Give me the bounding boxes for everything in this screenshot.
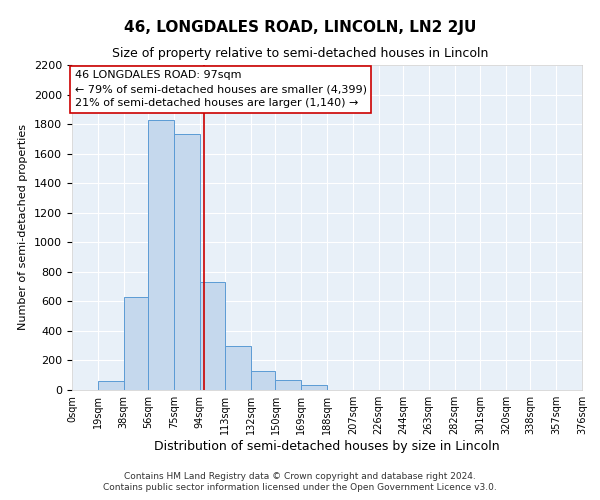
- X-axis label: Distribution of semi-detached houses by size in Lincoln: Distribution of semi-detached houses by …: [154, 440, 500, 453]
- Bar: [225, 346, 251, 390]
- Bar: [251, 371, 275, 390]
- Text: 46 LONGDALES ROAD: 97sqm
← 79% of semi-detached houses are smaller (4,399)
21% o: 46 LONGDALES ROAD: 97sqm ← 79% of semi-d…: [75, 70, 367, 108]
- Bar: [199, 282, 225, 390]
- Bar: [98, 381, 124, 390]
- Bar: [148, 120, 174, 390]
- Text: Contains HM Land Registry data © Crown copyright and database right 2024.: Contains HM Land Registry data © Crown c…: [124, 472, 476, 481]
- Text: Contains public sector information licensed under the Open Government Licence v3: Contains public sector information licen…: [103, 484, 497, 492]
- Y-axis label: Number of semi-detached properties: Number of semi-detached properties: [19, 124, 28, 330]
- Text: 46, LONGDALES ROAD, LINCOLN, LN2 2JU: 46, LONGDALES ROAD, LINCOLN, LN2 2JU: [124, 20, 476, 35]
- Bar: [275, 380, 301, 390]
- Bar: [124, 297, 148, 390]
- Bar: [301, 385, 327, 390]
- Bar: [174, 134, 199, 390]
- Text: Size of property relative to semi-detached houses in Lincoln: Size of property relative to semi-detach…: [112, 48, 488, 60]
